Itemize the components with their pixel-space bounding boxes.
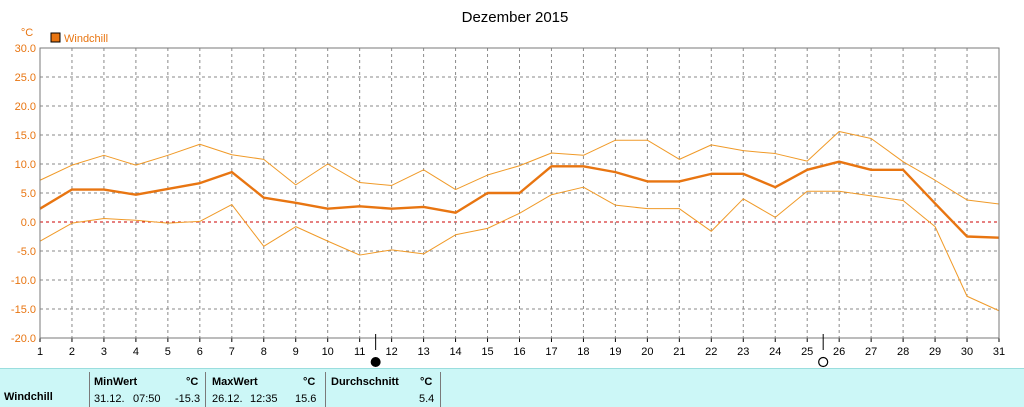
x-tick-label: 10 [322, 346, 334, 358]
stats-bar: Windchill MinWert °C 31.12. 07:50 -15.3 … [0, 368, 1024, 407]
x-tick-label: 18 [577, 346, 589, 358]
y-tick-label: 5.0 [21, 188, 36, 200]
x-tick-label: 31 [993, 346, 1005, 358]
x-tick-label: 9 [293, 346, 299, 358]
y-axis-unit-label: °C [21, 27, 33, 39]
avg-unit: °C [420, 376, 433, 388]
series-line-max [39, 131, 1000, 205]
avg-header: Durchschnitt [331, 376, 399, 388]
chart-marks [39, 131, 1000, 312]
legend-label: Windchill [64, 33, 108, 45]
y-tick-label: 15.0 [15, 130, 36, 142]
x-tick-label: 13 [417, 346, 429, 358]
x-tick-label: 29 [929, 346, 941, 358]
max-time: 12:35 [250, 393, 278, 405]
y-tick-label: 20.0 [15, 101, 36, 113]
x-tick-label: 24 [769, 346, 781, 358]
x-tick-label: 20 [641, 346, 653, 358]
x-tick-label: 5 [165, 346, 171, 358]
column-divider [325, 372, 326, 407]
y-tick-label: -15.0 [11, 304, 36, 316]
new-moon-icon [818, 356, 829, 368]
axes: 30.0 25.0 20.0 15.0 10.0 5.0 0.0 -5.0 -10.0 -15.0… [11, 43, 1005, 368]
max-unit: °C [303, 376, 316, 388]
max-date: 26.12. [212, 393, 243, 405]
min-date: 31.12. [94, 393, 125, 405]
x-tick-label: 15 [481, 346, 493, 358]
x-tick-label: 7 [229, 346, 235, 358]
chart-title: Dezember 2015 [462, 9, 569, 26]
windchill-chart: Dezember 2015 °C Windchill 30.025.020.01… [11, 9, 1005, 368]
x-tick-label: 21 [673, 346, 685, 358]
x-tick-label: 26 [833, 346, 845, 358]
min-header: MinWert [94, 376, 138, 388]
x-tick-label: 27 [865, 346, 877, 358]
x-tick-label: 12 [386, 346, 398, 358]
max-value: 15.6 [295, 393, 317, 405]
min-unit: °C [186, 376, 199, 388]
column-divider [205, 372, 206, 407]
max-header: MaxWert [212, 376, 258, 388]
x-tick-label: 8 [261, 346, 267, 358]
x-tick-label: 23 [737, 346, 749, 358]
column-divider [440, 372, 441, 407]
full-moon-icon [370, 357, 381, 367]
x-tick-label: 4 [133, 346, 139, 358]
x-tick-label: 28 [897, 346, 909, 358]
x-tick-label: 11 [354, 346, 365, 358]
column-divider [89, 372, 90, 407]
x-tick-label: 6 [197, 346, 203, 358]
legend: Windchill [50, 32, 108, 45]
x-tick-label: 17 [545, 346, 557, 358]
x-tick-label: 22 [705, 346, 717, 358]
y-tick-label: -20.0 [11, 333, 36, 345]
x-tick-label: 16 [513, 346, 525, 358]
legend-swatch [50, 32, 61, 43]
x-tick-label: 25 [801, 346, 813, 358]
series-line-min [39, 186, 1000, 312]
grid [40, 48, 999, 338]
x-tick-label: 14 [449, 346, 461, 358]
x-tick-label: 2 [69, 346, 75, 358]
y-tick-label: 0.0 [21, 217, 36, 229]
y-tick-label: 10.0 [15, 159, 36, 171]
min-time: 07:50 [133, 393, 161, 405]
x-tick-label: 1 [37, 346, 43, 358]
x-tick-label: 30 [961, 346, 973, 358]
avg-value: 5.4 [419, 393, 435, 405]
y-tick-label: 25.0 [15, 72, 36, 84]
stats-row-label: Windchill [4, 391, 53, 403]
x-tick-label: 3 [101, 346, 107, 358]
plot-frame [39, 47, 1000, 339]
min-value: -15.3 [175, 393, 201, 405]
x-tick-label: 19 [609, 346, 621, 358]
y-tick-label: -5.0 [17, 246, 36, 258]
y-tick-label: -10.0 [11, 275, 36, 287]
series-line-windchill [39, 160, 1000, 239]
y-tick-label: 30.0 [15, 43, 36, 55]
